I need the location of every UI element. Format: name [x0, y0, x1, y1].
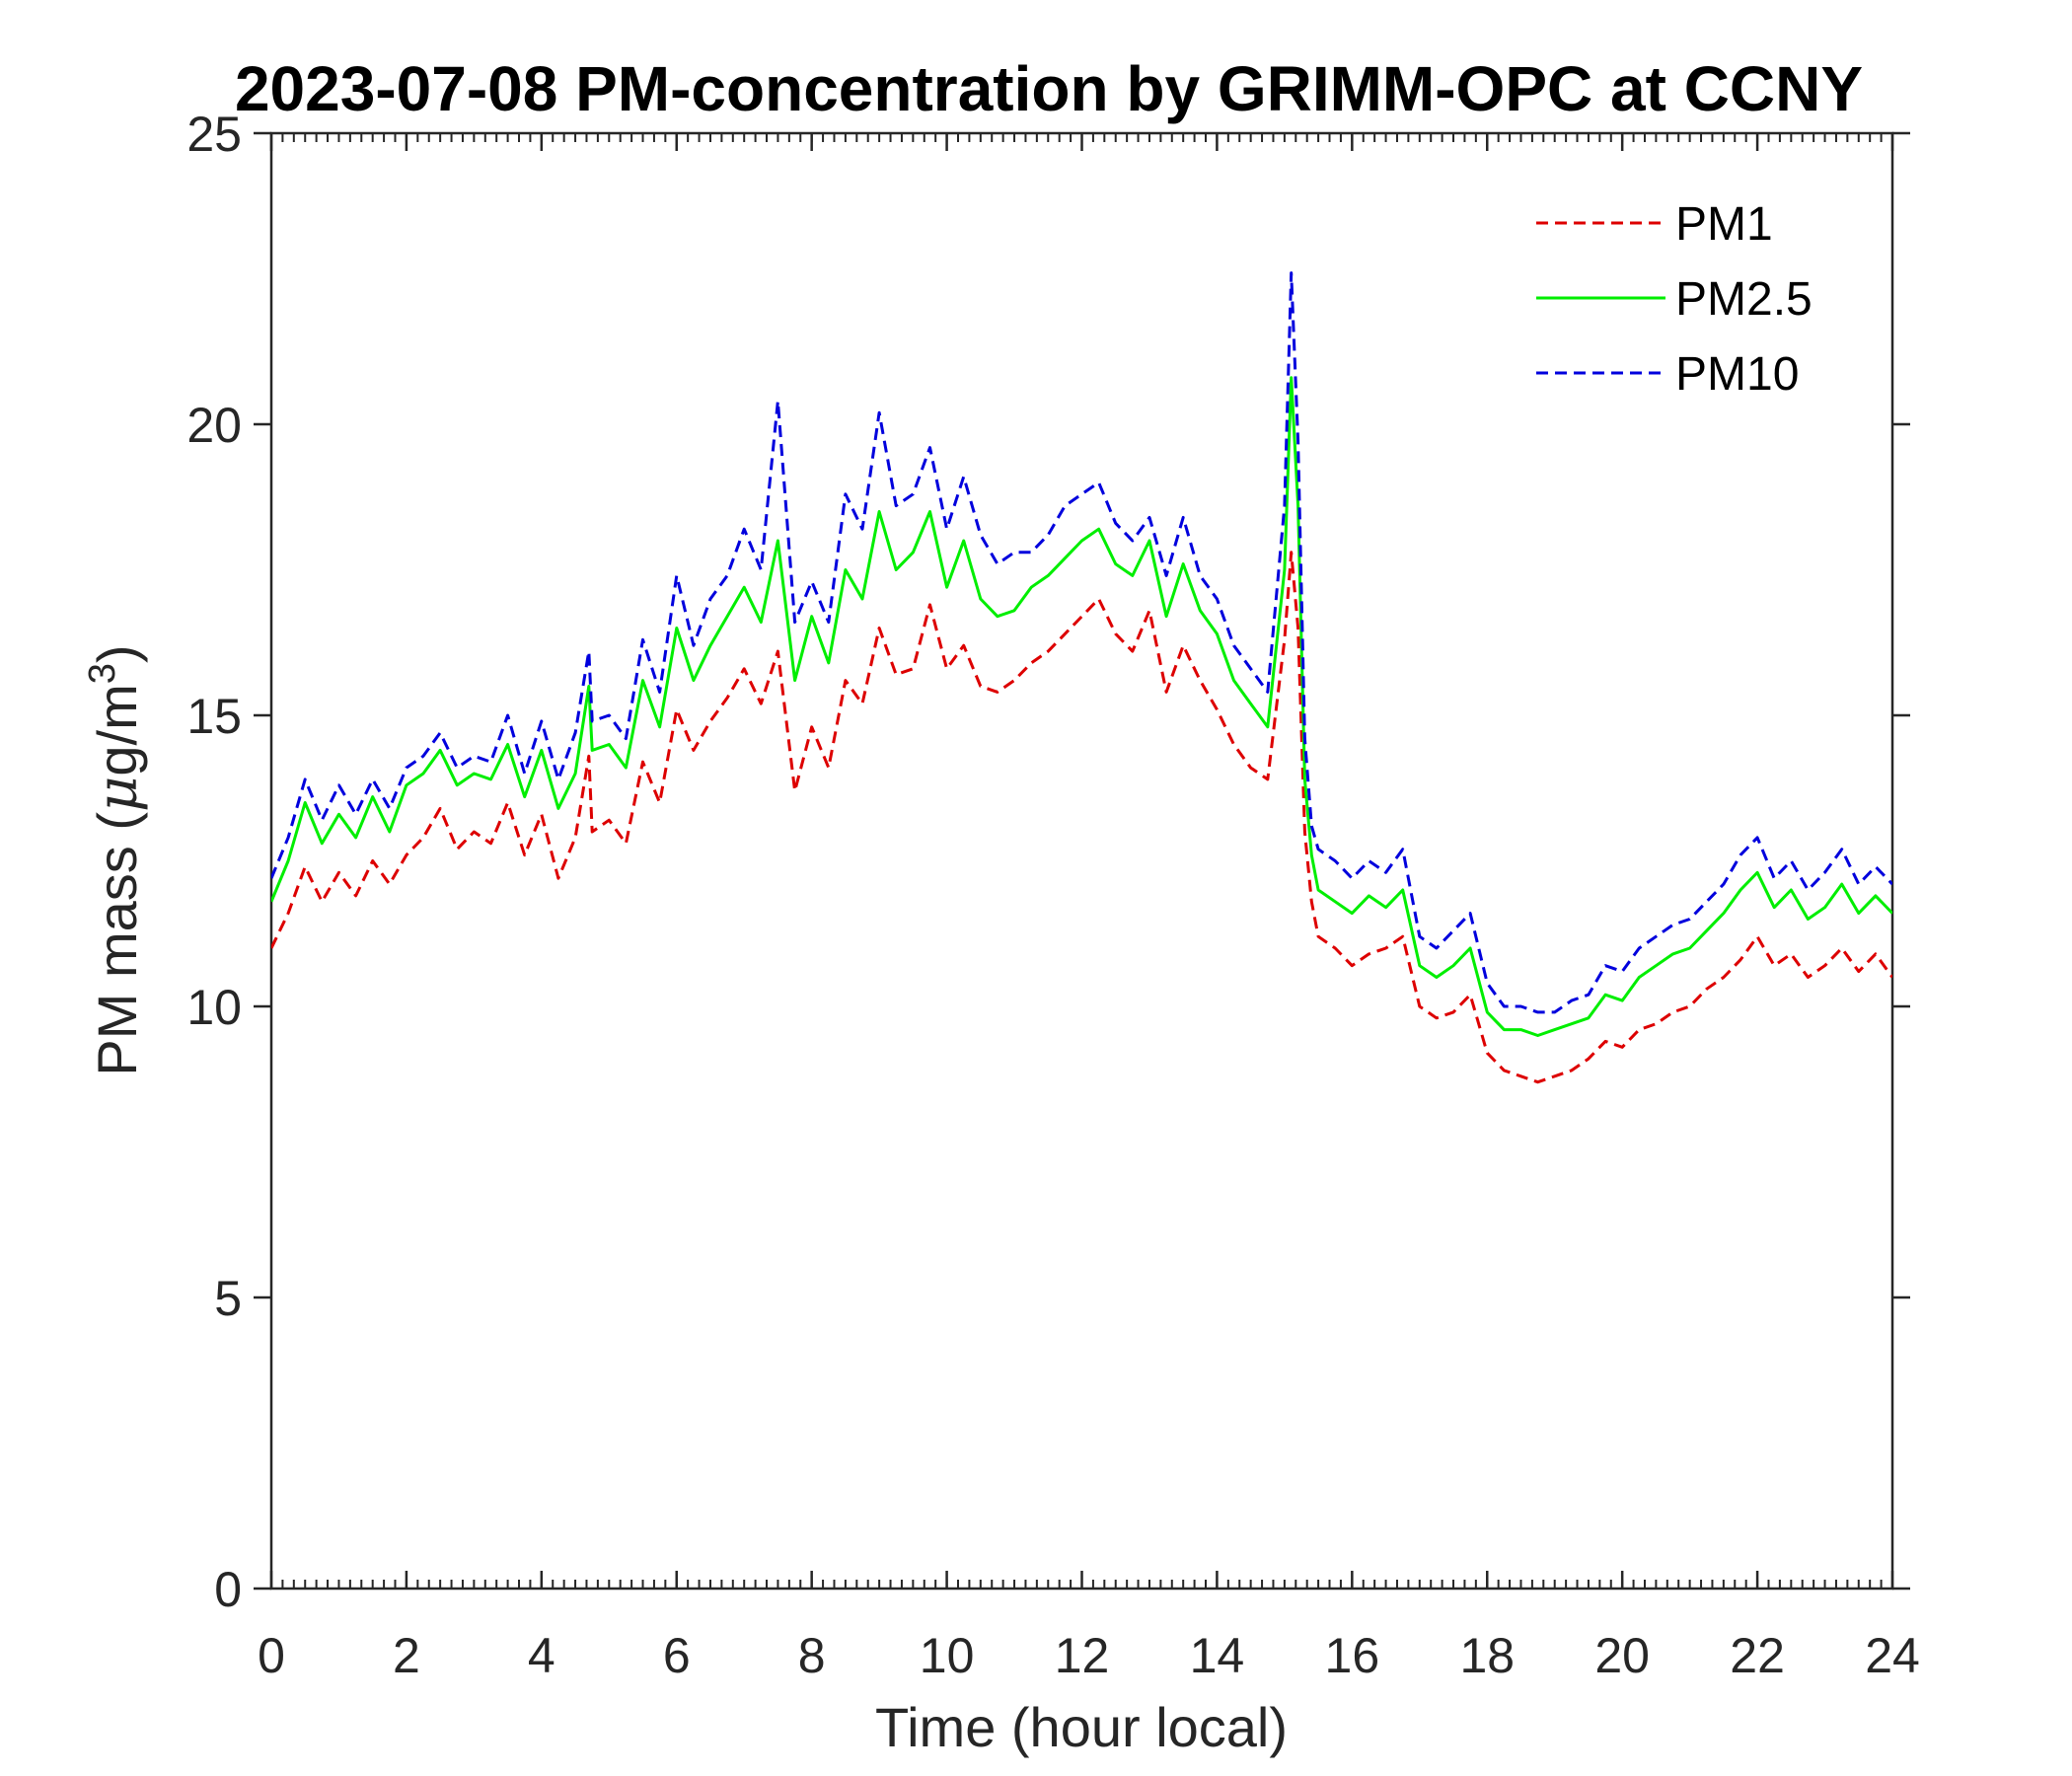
pm-concentration-chart: 2023-07-08 PM-concentration by GRIMM-OPC… — [0, 0, 2072, 1776]
y-tick-label: 10 — [186, 980, 242, 1035]
x-tick-label: 4 — [528, 1628, 555, 1683]
plot-area-frame — [271, 133, 1892, 1589]
y-axis-label-prefix: PM mass ( — [86, 812, 148, 1076]
x-tick-labels: 0 2 4 6 8 10 12 14 16 18 20 22 24 — [258, 1628, 1920, 1683]
y-tick-labels: 0 5 10 15 20 25 — [186, 107, 242, 1617]
y-axis-label-sup: 3 — [82, 663, 123, 684]
x-tick-label: 22 — [1730, 1628, 1785, 1683]
y-tick-label: 20 — [186, 398, 242, 453]
x-tick-label: 14 — [1190, 1628, 1245, 1683]
y-axis-label: PM mass (μg/m3) — [82, 644, 150, 1075]
x-tick-label: 12 — [1055, 1628, 1110, 1683]
x-axis-label: Time (hour local) — [875, 1696, 1288, 1758]
x-tick-label: 18 — [1459, 1628, 1515, 1683]
x-tick-label: 0 — [258, 1628, 285, 1683]
y-tick-label: 0 — [214, 1562, 242, 1617]
x-tick-label: 16 — [1325, 1628, 1380, 1683]
y-axis-label-mu: μ — [86, 777, 150, 812]
y-axis-label-unit: g/m — [86, 684, 148, 776]
x-tick-label: 24 — [1865, 1628, 1920, 1683]
x-tick-label: 20 — [1594, 1628, 1650, 1683]
x-tick-label: 10 — [920, 1628, 975, 1683]
y-axis-label-suffix: ) — [86, 644, 148, 663]
y-tick-label: 15 — [186, 689, 242, 744]
legend-label-pm1: PM1 — [1675, 198, 1773, 251]
y-tick-label: 25 — [186, 107, 242, 162]
x-tick-label: 6 — [663, 1628, 691, 1683]
x-tick-label: 2 — [393, 1628, 420, 1683]
legend-label-pm10: PM10 — [1675, 348, 1799, 401]
legend-label-pm2-5: PM2.5 — [1675, 273, 1813, 326]
y-tick-label: 5 — [214, 1271, 242, 1326]
chart-title: 2023-07-08 PM-concentration by GRIMM-OPC… — [235, 53, 1863, 124]
x-tick-label: 8 — [798, 1628, 826, 1683]
